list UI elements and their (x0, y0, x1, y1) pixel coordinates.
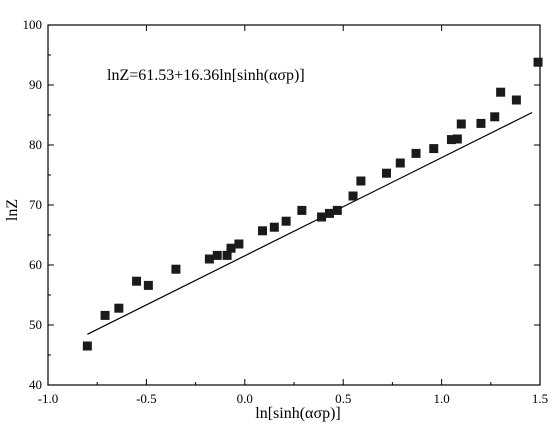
data-points (82, 57, 543, 351)
data-point (317, 212, 327, 222)
data-point (82, 341, 92, 351)
data-point (446, 135, 456, 145)
data-point (395, 158, 405, 168)
y-tick-label: 50 (29, 317, 42, 332)
data-point (452, 134, 462, 144)
data-point (171, 264, 181, 274)
x-tick-label: -1.0 (38, 391, 59, 406)
y-tick-label: 60 (29, 257, 42, 272)
fit-line (87, 111, 533, 335)
data-point (234, 239, 244, 249)
data-point (143, 280, 153, 290)
y-tick-label: 70 (29, 197, 42, 212)
x-tick-label: 0.0 (237, 391, 253, 406)
ticks (47, 24, 541, 386)
data-point (429, 144, 439, 154)
data-point (297, 205, 307, 215)
data-point (476, 118, 486, 128)
data-point (490, 112, 500, 122)
data-point (511, 95, 521, 105)
data-point (533, 57, 543, 67)
y-tick-label: 90 (29, 77, 42, 92)
data-point (332, 205, 342, 215)
x-tick-label: -0.5 (136, 391, 157, 406)
x-tick-label: 1.0 (433, 391, 449, 406)
tick-labels: -1.0 -0.5 0.0 0.5 1.0 1.5 40 50 60 70 80 90 100 (23, 17, 549, 406)
data-point (411, 148, 421, 158)
y-axis-label: lnZ (4, 199, 21, 221)
data-point (281, 216, 291, 226)
data-point (204, 254, 214, 264)
data-point (258, 226, 268, 236)
equation-annotation: lnZ=61.53+16.36ln[sinh(ασp)] (107, 67, 305, 84)
data-point (496, 87, 506, 97)
y-tick-label: 40 (29, 377, 42, 392)
y-tick-label: 80 (29, 137, 42, 152)
data-point (222, 250, 232, 260)
x-axis-label: ln[sinh(ασp)] (255, 405, 340, 422)
data-point (100, 310, 110, 320)
y-tick-label: 100 (23, 17, 43, 32)
data-point (348, 191, 358, 201)
x-tick-label: 1.5 (532, 391, 548, 406)
data-point (356, 176, 366, 186)
data-point (226, 243, 236, 253)
data-point (212, 250, 222, 260)
data-point (456, 119, 466, 129)
x-tick-label: 0.5 (335, 391, 351, 406)
data-point (324, 208, 334, 218)
data-point (132, 276, 142, 286)
data-point (269, 222, 279, 232)
data-point (381, 168, 391, 178)
data-point (114, 303, 124, 313)
